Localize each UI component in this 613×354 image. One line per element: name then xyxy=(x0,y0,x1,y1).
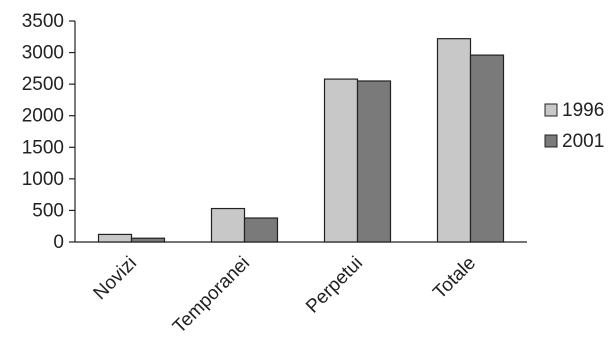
x-category-label: Perpetui xyxy=(302,253,367,318)
y-tick-label: 1000 xyxy=(22,169,64,190)
y-tick-label: 3500 xyxy=(22,11,64,32)
bar-2001-perpetui xyxy=(356,80,392,243)
y-tick-label: 2000 xyxy=(22,106,64,127)
bar-2001-totale xyxy=(469,54,505,243)
x-category-label: Totale xyxy=(429,253,480,304)
legend-swatch xyxy=(544,134,558,148)
legend: 1996 2001 xyxy=(544,100,604,152)
y-tick-label: 500 xyxy=(32,200,64,221)
y-tick-label: 0 xyxy=(53,232,64,253)
x-category-label: Temporanei xyxy=(169,253,254,338)
legend-label: 1996 xyxy=(562,100,604,121)
bars xyxy=(97,38,505,243)
category-labels: Novizi Temporanei Perpetui Totale xyxy=(90,253,480,338)
bar-1996-novizi xyxy=(97,233,133,243)
y-tick-label: 3000 xyxy=(22,43,64,64)
bar-1996-totale xyxy=(436,38,472,243)
y-tick-label: 2500 xyxy=(22,74,64,95)
bar-2001-temporanei xyxy=(243,217,279,243)
y-tick-labels: 0 500 1000 1500 2000 2500 3000 3500 xyxy=(22,11,75,253)
bar-2001-novizi xyxy=(130,237,166,243)
legend-swatch xyxy=(544,103,558,117)
legend-label: 2001 xyxy=(562,131,604,152)
y-tick-label: 1500 xyxy=(22,137,64,158)
bar-1996-perpetui xyxy=(323,78,359,243)
bar-1996-temporanei xyxy=(210,207,246,243)
x-category-label: Novizi xyxy=(90,253,141,304)
